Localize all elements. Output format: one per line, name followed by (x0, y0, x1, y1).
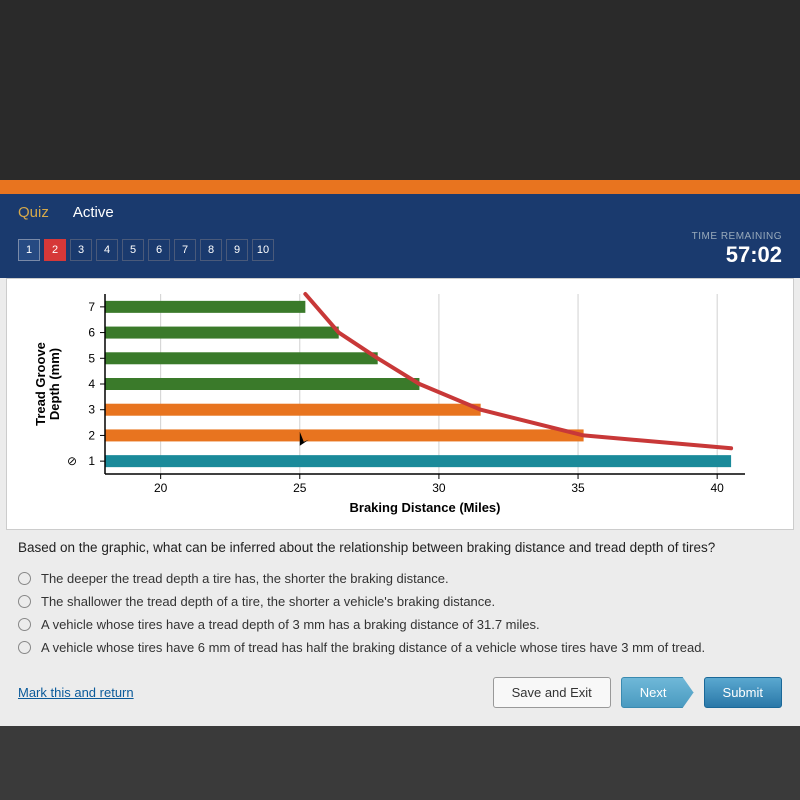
option-label: The shallower the tread depth of a tire,… (41, 594, 495, 609)
tab-quiz[interactable]: Quiz (18, 204, 49, 221)
save-exit-button[interactable]: Save and Exit (493, 677, 611, 708)
braking-chart: 1 2 3 4 5 6 7 ⊘ 20 25 30 35 40 Tread GrooveDepth (mm)… (17, 289, 773, 519)
svg-text:4: 4 (88, 377, 95, 391)
radio-icon[interactable] (18, 641, 31, 654)
quiz-tabs: Quiz Active (0, 194, 800, 227)
question-nav: 12345678910 (18, 239, 274, 261)
option-label: A vehicle whose tires have a tread depth… (41, 617, 540, 632)
radio-icon[interactable] (18, 572, 31, 585)
question-nav-2[interactable]: 2 (44, 239, 66, 261)
radio-icon[interactable] (18, 595, 31, 608)
svg-text:2: 2 (88, 428, 95, 442)
svg-text:25: 25 (293, 481, 307, 495)
question-nav-8[interactable]: 8 (200, 239, 222, 261)
timer-label: TIME REMAINING (692, 231, 782, 242)
chart-container: 1 2 3 4 5 6 7 ⊘ 20 25 30 35 40 Tread GrooveDepth (mm)… (6, 278, 794, 530)
option-row-1[interactable]: The shallower the tread depth of a tire,… (18, 590, 782, 613)
question-nav-9[interactable]: 9 (226, 239, 248, 261)
photo-background-top (0, 0, 800, 180)
timer-value: 57:02 (692, 242, 782, 268)
quiz-header-panel: Quiz Active 12345678910 TIME REMAINING 5… (0, 194, 800, 278)
radio-icon[interactable] (18, 618, 31, 631)
tab-active[interactable]: Active (73, 204, 114, 221)
question-nav-6[interactable]: 6 (148, 239, 170, 261)
question-nav-7[interactable]: 7 (174, 239, 196, 261)
mark-return-link[interactable]: Mark this and return (18, 685, 134, 700)
svg-text:5: 5 (88, 351, 95, 365)
footer-actions: Mark this and return Save and Exit Next … (0, 659, 800, 714)
option-row-3[interactable]: A vehicle whose tires have 6 mm of tread… (18, 636, 782, 659)
question-nav-5[interactable]: 5 (122, 239, 144, 261)
svg-text:⊘: ⊘ (67, 454, 77, 468)
svg-text:35: 35 (571, 481, 585, 495)
option-label: The deeper the tread depth a tire has, t… (41, 571, 449, 586)
question-nav-4[interactable]: 4 (96, 239, 118, 261)
timer: TIME REMAINING 57:02 (692, 231, 782, 268)
question-nav-1[interactable]: 1 (18, 239, 40, 261)
submit-button[interactable]: Submit (704, 677, 782, 708)
orange-divider (0, 180, 800, 194)
svg-text:7: 7 (88, 300, 95, 314)
question-nav-10[interactable]: 10 (252, 239, 274, 261)
svg-text:30: 30 (432, 481, 446, 495)
svg-text:6: 6 (88, 326, 95, 340)
answer-options: The deeper the tread depth a tire has, t… (0, 567, 800, 659)
svg-text:20: 20 (154, 481, 168, 495)
svg-text:Depth (mm): Depth (mm) (47, 348, 62, 420)
svg-text:Braking Distance (Miles): Braking Distance (Miles) (350, 500, 501, 515)
question-text: Based on the graphic, what can be inferr… (0, 540, 800, 567)
next-button[interactable]: Next (621, 677, 694, 708)
content-panel: 1 2 3 4 5 6 7 ⊘ 20 25 30 35 40 Tread GrooveDepth (mm)… (0, 278, 800, 726)
question-nav-3[interactable]: 3 (70, 239, 92, 261)
option-row-0[interactable]: The deeper the tread depth a tire has, t… (18, 567, 782, 590)
svg-text:40: 40 (710, 481, 724, 495)
svg-text:1: 1 (88, 454, 95, 468)
option-label: A vehicle whose tires have 6 mm of tread… (41, 640, 705, 655)
option-row-2[interactable]: A vehicle whose tires have a tread depth… (18, 613, 782, 636)
svg-text:Tread Groove: Tread Groove (33, 342, 48, 426)
svg-text:3: 3 (88, 403, 95, 417)
